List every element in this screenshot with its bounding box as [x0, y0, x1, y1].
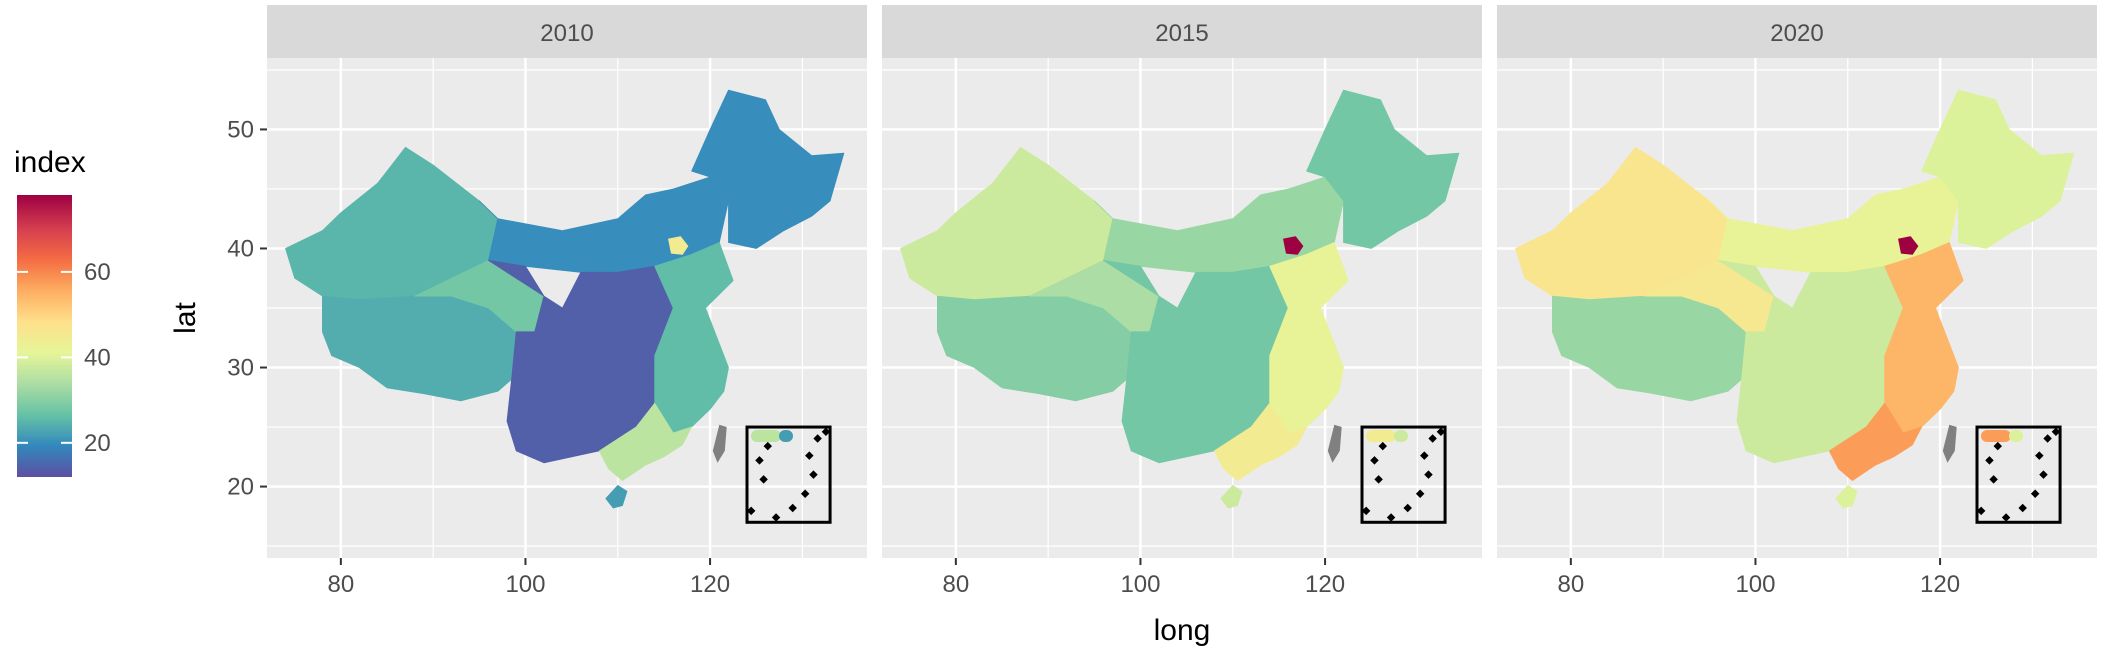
- island-dash: [1403, 503, 1412, 513]
- island-dash: [788, 503, 797, 513]
- region-beijing: [1283, 236, 1304, 255]
- inset-region: [2009, 430, 2023, 443]
- island-dash: [1428, 434, 1437, 443]
- panel-2015: 2015 80 100 120: [882, 5, 1482, 598]
- island-dash: [1361, 506, 1371, 516]
- inset-region: [751, 430, 781, 443]
- island-dash: [1985, 456, 1994, 465]
- inset-map: [745, 425, 832, 524]
- island-dash: [2043, 434, 2052, 443]
- y-axis-title: lat: [169, 301, 202, 333]
- island-dash: [771, 513, 781, 522]
- island-dash: [2001, 513, 2011, 522]
- island-dash: [763, 441, 773, 451]
- island-dash: [2035, 451, 2044, 460]
- island-dash: [821, 427, 831, 437]
- inset-region: [1981, 430, 2011, 443]
- legend-title: index: [14, 146, 86, 179]
- region-taiwan: [712, 424, 727, 463]
- region-east-coast: [1884, 242, 1964, 434]
- island-dash: [1424, 470, 1433, 479]
- x-axis-title: long: [1154, 614, 1211, 647]
- island-dash: [1436, 427, 1446, 437]
- inset-region: [779, 430, 793, 443]
- island-dash: [800, 489, 810, 498]
- region-northeast: [1306, 89, 1460, 249]
- island-dash: [759, 475, 768, 484]
- x-tick-label: 80: [1557, 571, 1584, 598]
- inset-frame: [1975, 425, 2062, 524]
- region-hainan: [605, 485, 628, 509]
- panels: 2010 80 100 120 2015 80 100 120 2020 80 100 120: [267, 5, 2097, 598]
- region-beijing: [668, 236, 689, 255]
- facet-strip: [1497, 5, 2097, 58]
- region-south-coast: [598, 402, 692, 481]
- inset-region: [1394, 430, 1408, 443]
- region-taiwan: [1942, 424, 1957, 463]
- region-taiwan: [1327, 424, 1342, 463]
- x-tick-label: 100: [505, 571, 545, 598]
- inset-map: [1975, 425, 2062, 524]
- inset-region: [1366, 430, 1396, 443]
- legend-tick-label: 60: [84, 259, 111, 286]
- island-dash: [1415, 489, 1425, 498]
- y-tick-label: 40: [227, 235, 254, 262]
- region-hainan: [1220, 485, 1243, 509]
- region-beijing: [1898, 236, 1919, 255]
- facet-label: 2015: [1155, 20, 1208, 47]
- facet-label: 2020: [1770, 20, 1823, 47]
- island-dash: [805, 451, 814, 460]
- region-northeast: [1921, 89, 2075, 249]
- x-tick-label: 120: [1920, 571, 1960, 598]
- inset-frame: [745, 425, 832, 524]
- region-northeast: [691, 89, 845, 249]
- island-dash: [2039, 470, 2048, 479]
- region-east-coast: [654, 242, 734, 434]
- island-dash: [1374, 475, 1383, 484]
- y-tick-label: 20: [227, 474, 254, 501]
- island-dash: [2030, 489, 2040, 498]
- inset-map: [1360, 425, 1447, 524]
- island-dash: [1993, 441, 2003, 451]
- region-south-coast: [1213, 402, 1307, 481]
- legend: index 20 40 60: [14, 146, 111, 477]
- legend-tick-label: 20: [84, 430, 111, 457]
- x-tick-label: 100: [1735, 571, 1775, 598]
- island-dash: [1420, 451, 1429, 460]
- region-east-coast: [1269, 242, 1349, 434]
- island-dash: [2051, 427, 2061, 437]
- panel-2010: 2010 80 100 120: [267, 5, 867, 598]
- island-dash: [746, 506, 756, 516]
- island-dash: [1370, 456, 1379, 465]
- island-dash: [809, 470, 818, 479]
- island-dash: [1378, 441, 1388, 451]
- island-dash: [1989, 475, 1998, 484]
- x-tick-label: 120: [1305, 571, 1345, 598]
- island-dash: [1386, 513, 1396, 522]
- island-dash: [2018, 503, 2027, 513]
- y-axis: 20 30 40 50: [227, 116, 267, 501]
- legend-tick-label: 40: [84, 344, 111, 371]
- facet-label: 2010: [540, 20, 593, 47]
- x-tick-label: 120: [690, 571, 730, 598]
- panel-2020: 2020 80 100 120: [1497, 5, 2097, 598]
- colorbar: [17, 195, 72, 477]
- y-tick-label: 50: [227, 116, 254, 143]
- island-dash: [755, 456, 764, 465]
- inset-frame: [1360, 425, 1447, 524]
- facet-strip: [882, 5, 1482, 58]
- island-dash: [1976, 506, 1986, 516]
- region-south-coast: [1828, 402, 1922, 481]
- x-tick-label: 80: [942, 571, 969, 598]
- y-tick-label: 30: [227, 355, 254, 382]
- x-tick-label: 100: [1120, 571, 1160, 598]
- island-dash: [813, 434, 822, 443]
- region-hainan: [1835, 485, 1858, 509]
- x-tick-label: 80: [327, 571, 354, 598]
- facet-strip: [267, 5, 867, 58]
